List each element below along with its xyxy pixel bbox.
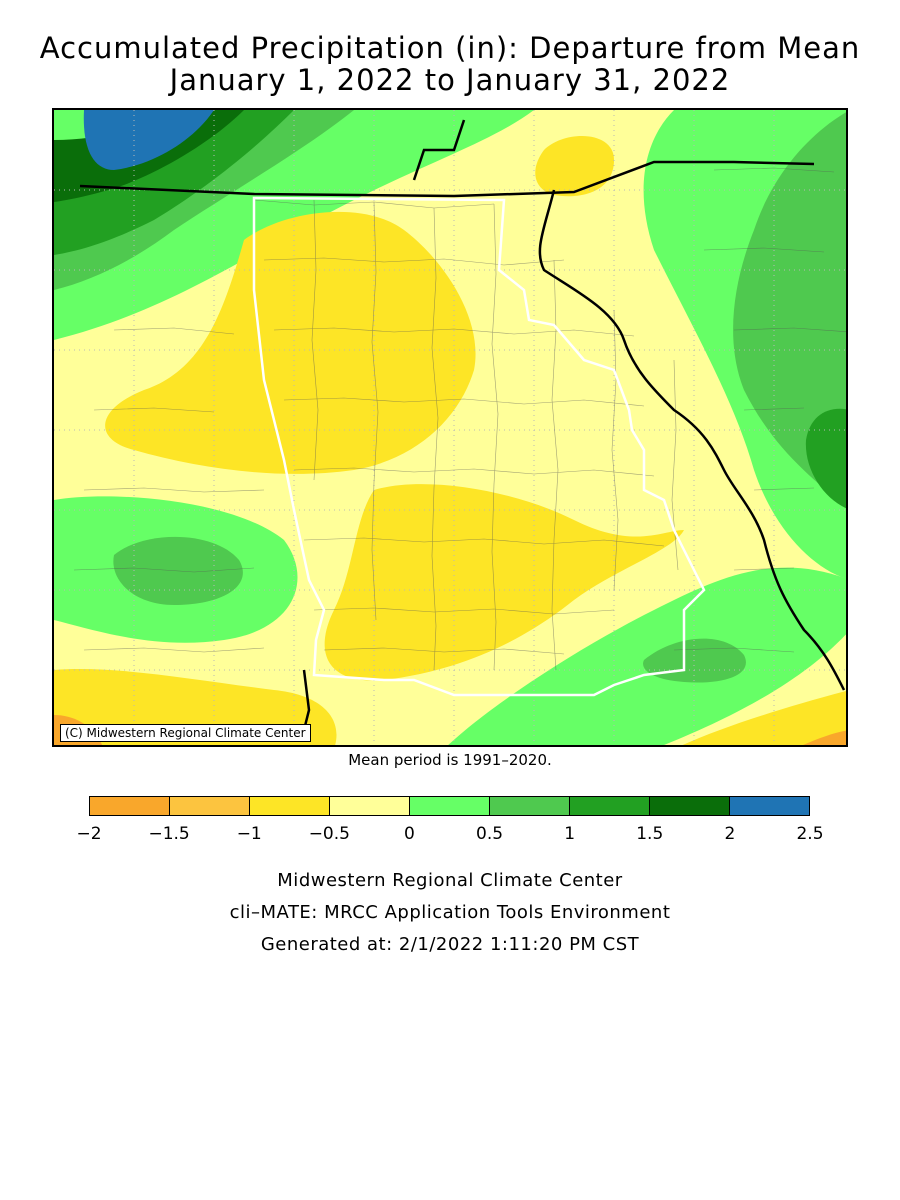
map-region-green-1-1.5	[54, 110, 294, 255]
legend-swatch-1	[170, 797, 250, 815]
legend-swatch-2	[250, 797, 330, 815]
map-region-dry-center	[324, 484, 684, 681]
legend-ticks: −2 −1.5 −1 −0.5 0 0.5 1 1.5 2 2.5	[76, 824, 823, 846]
mean-period-note: Mean period is 1991–2020.	[348, 751, 552, 769]
legend-tick-label: 1	[564, 824, 576, 844]
map-title-line2: January 1, 2022 to January 31, 2022	[169, 63, 731, 97]
legend-swatch-8	[730, 797, 809, 815]
river-north	[412, 119, 466, 181]
legend-tick-label: −2	[76, 824, 102, 844]
legend-swatch-3	[330, 797, 410, 815]
legend-swatch-0	[90, 797, 170, 815]
legend-tick-label: 0	[404, 824, 415, 844]
copyright-label: (C) Midwestern Regional Climate Center	[60, 724, 311, 742]
river-south	[302, 669, 311, 731]
legend-tick-label: 2.5	[796, 824, 824, 844]
map-canvas	[54, 110, 846, 745]
map-region-dry-northeast	[535, 136, 614, 197]
legend-swatch-4	[410, 797, 490, 815]
map-title-line1: Accumulated Precipitation (in): Departur…	[39, 31, 861, 65]
map-region-very-dry-corner-east	[803, 730, 846, 745]
legend-tick-label: 2	[724, 824, 736, 844]
legend-tick-label: 0.5	[476, 824, 504, 844]
legend-tick-label: 1.5	[636, 824, 664, 844]
map-region-dry-north	[105, 211, 476, 474]
river-east	[538, 189, 846, 691]
legend-tick-label: −0.5	[308, 824, 350, 844]
legend-swatch-7	[650, 797, 730, 815]
legend-swatch-6	[570, 797, 650, 815]
map-region-green-1-1.5-east	[805, 408, 846, 509]
footer-org: Midwestern Regional Climate Center	[277, 870, 623, 891]
legend-tick-label: −1.5	[148, 824, 190, 844]
map-region-blue-2-2.5	[83, 110, 214, 170]
state-border-north	[79, 160, 815, 198]
state-outline	[252, 196, 706, 697]
legend-swatch-5	[490, 797, 570, 815]
color-legend	[89, 796, 810, 816]
legend-tick-label: −1	[236, 824, 262, 844]
map-region-darkgreen-north	[54, 110, 354, 290]
footer-tool: cli–MATE: MRCC Application Tools Environ…	[229, 902, 671, 923]
precipitation-departure-map: (C) Midwestern Regional Climate Center	[52, 108, 848, 747]
footer-generated: Generated at: 2/1/2022 1:11:20 PM CST	[260, 934, 640, 955]
county-borders	[73, 167, 846, 671]
map-region-dry-southeast	[682, 691, 846, 745]
map-region-darkgreen-east	[733, 112, 846, 507]
map-region-green-southeast	[448, 567, 846, 745]
